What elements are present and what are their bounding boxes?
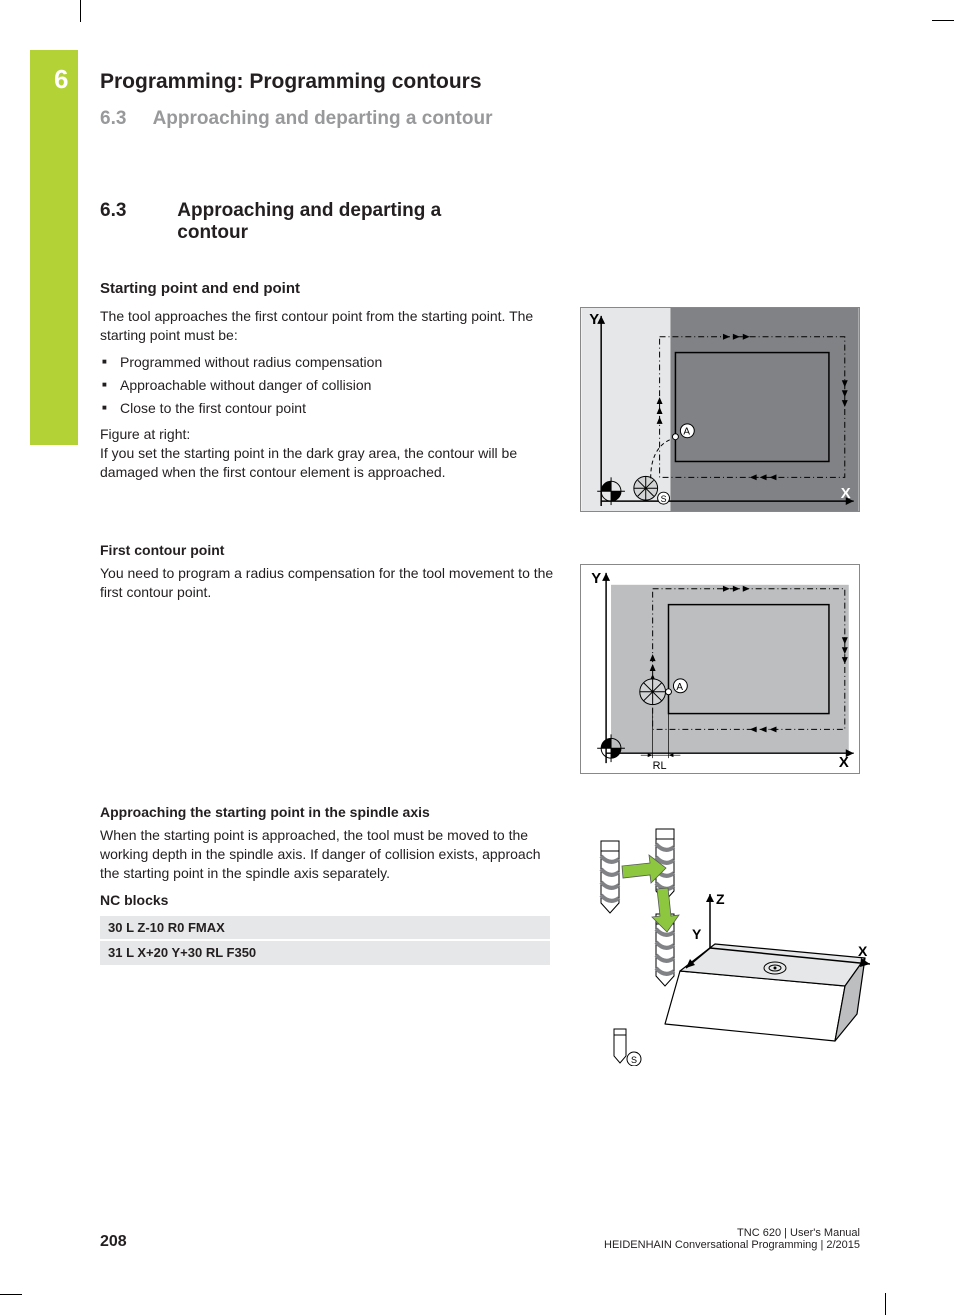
paragraph: The tool approaches the first contour po… — [100, 307, 560, 345]
page-footer: 208 TNC 620 | User's Manual HEIDENHAIN C… — [100, 1227, 860, 1251]
axis-x-label: X — [839, 755, 849, 771]
crop-mark — [80, 0, 81, 22]
axis-y-label: Y — [692, 926, 702, 942]
paragraph: You need to program a radius compensatio… — [100, 564, 560, 602]
s-label: S — [661, 494, 667, 504]
list-item: Programmed without radius compensation — [100, 353, 560, 372]
figure: Y X — [580, 564, 860, 774]
crop-mark — [932, 20, 954, 21]
axis-x-label: X — [858, 943, 868, 959]
axis-y-label: Y — [589, 312, 599, 328]
chapter-title: Programming: Programming contours — [100, 70, 482, 94]
page-content: 6.3 Approaching and departing a contour … — [100, 200, 860, 1096]
s-label: S — [631, 1055, 637, 1065]
footer-line: TNC 620 | User's Manual — [604, 1227, 860, 1239]
section-header-number: 6.3 — [100, 108, 148, 130]
subsection-heading: Approaching the starting point in the sp… — [100, 804, 860, 820]
rl-label: RL — [653, 760, 667, 772]
bullet-list: Programmed without radius compensation A… — [100, 353, 560, 418]
text-column: The tool approaches the first contour po… — [100, 307, 560, 512]
a-label: A — [676, 682, 683, 693]
section-title: Approaching and departing a contour — [177, 200, 477, 244]
chapter-number: 6 — [54, 64, 68, 95]
axis-y-label: Y — [591, 571, 601, 587]
chapter-tab — [30, 50, 78, 445]
nc-blocks-label: NC blocks — [100, 891, 560, 910]
a-label: A — [683, 427, 690, 438]
subsection-heading: Starting point and end point — [100, 280, 860, 297]
section-header-title: Approaching and departing a contour — [153, 108, 493, 129]
axis-z-label: Z — [716, 891, 725, 907]
nc-block-row: 31 L X+20 Y+30 RL F350 — [100, 940, 550, 966]
section-header: 6.3 Approaching and departing a contour — [100, 108, 492, 130]
paragraph: Figure at right: If you set the starting… — [100, 425, 560, 482]
crop-mark — [885, 1293, 886, 1315]
footer-line: HEIDENHAIN Conversational Programming | … — [604, 1239, 860, 1251]
list-item: Close to the first contour point — [100, 399, 560, 418]
figure: Z Y X — [580, 826, 860, 1066]
text-column: You need to program a radius compensatio… — [100, 564, 560, 774]
axis-x-label: X — [841, 486, 851, 502]
paragraph-text: If you set the starting point in the dar… — [100, 445, 517, 480]
list-item: Approachable without danger of collision — [100, 376, 560, 395]
crop-mark — [0, 1294, 22, 1295]
footer-meta: TNC 620 | User's Manual HEIDENHAIN Conve… — [604, 1227, 860, 1251]
figure-ref-label: Figure at right: — [100, 426, 190, 442]
nc-block-row: 30 L Z-10 R0 FMAX — [100, 916, 550, 941]
section-heading: 6.3 Approaching and departing a contour — [100, 200, 860, 244]
nc-blocks-table: 30 L Z-10 R0 FMAX 31 L X+20 Y+30 RL F350 — [100, 916, 550, 967]
figure: Y X — [580, 307, 860, 512]
page-number: 208 — [100, 1233, 127, 1251]
text-column: When the starting point is approached, t… — [100, 826, 560, 1066]
subsection-heading: First contour point — [100, 542, 860, 558]
paragraph: When the starting point is approached, t… — [100, 826, 560, 883]
section-number: 6.3 — [100, 200, 172, 222]
